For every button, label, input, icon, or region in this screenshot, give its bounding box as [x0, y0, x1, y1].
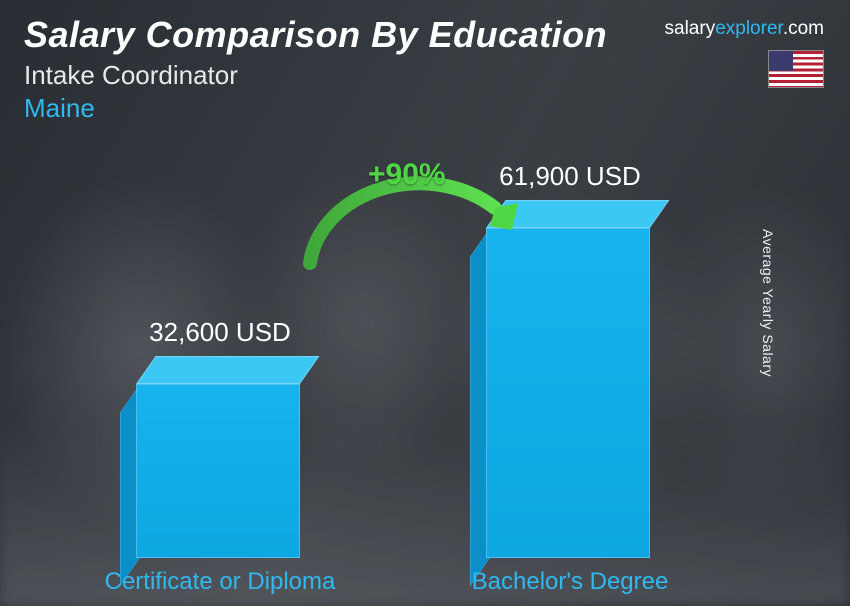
bar-front-face — [136, 384, 300, 558]
infographic-container: Salary Comparison By Education Intake Co… — [0, 0, 850, 606]
bar-value-label: 32,600 USD — [110, 317, 330, 348]
brand-suffix: .com — [783, 18, 824, 39]
chart-location: Maine — [24, 93, 826, 124]
bar-value-label: 61,900 USD — [460, 161, 680, 192]
category-label: Certificate or Diploma — [90, 568, 350, 596]
delta-percentage-label: +90% — [368, 158, 446, 192]
bar-top-face — [486, 200, 670, 228]
category-label: Bachelor's Degree — [440, 568, 700, 596]
brand-accent: explorer — [715, 18, 783, 39]
brand-prefix: salary — [665, 18, 716, 39]
country-flag-icon — [768, 50, 824, 88]
brand-logo-text: salaryexplorer.com — [665, 18, 824, 40]
chart-plot-area: 32,600 USD 61,900 USD — [0, 178, 850, 558]
bar-top-face — [136, 356, 320, 384]
bar-front-face — [486, 228, 650, 558]
chart-subtitle: Intake Coordinator — [24, 60, 826, 91]
